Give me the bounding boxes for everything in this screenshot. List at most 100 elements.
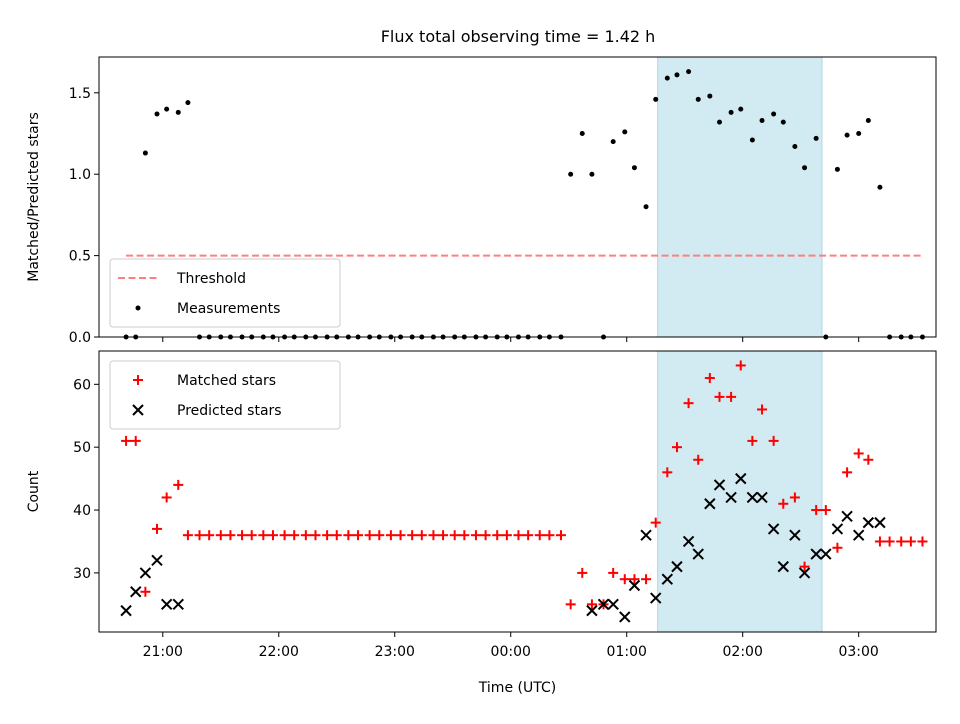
measurement-point <box>164 106 170 112</box>
matched-point <box>385 530 396 541</box>
predicted-point <box>862 516 875 529</box>
matched-point <box>905 536 916 547</box>
matched-point <box>662 467 673 478</box>
predicted-point-b <box>151 554 163 567</box>
measurement-point <box>175 109 181 115</box>
matched-point <box>428 530 439 541</box>
measurement-point <box>653 96 659 102</box>
matched-point <box>416 530 427 541</box>
predicted-point-b <box>852 529 865 541</box>
matched-point <box>555 530 566 541</box>
predicted-point <box>810 548 822 560</box>
measurement-point <box>674 72 680 78</box>
predicted-point-b <box>597 598 610 611</box>
predicted-point <box>586 604 598 617</box>
predicted-point <box>619 611 631 623</box>
matched-point <box>395 530 406 541</box>
matched-point <box>215 530 226 541</box>
predicted-point <box>725 491 737 504</box>
matched-point <box>459 530 470 541</box>
matched-point <box>757 404 768 415</box>
predicted-point-b <box>704 498 716 510</box>
matched-point <box>501 530 512 541</box>
predicted-point <box>874 516 886 529</box>
matched-point <box>619 574 630 585</box>
predicted-point <box>151 554 163 567</box>
matched-point <box>747 435 758 446</box>
measurement-point <box>695 96 701 102</box>
predicted-point-b <box>746 491 759 504</box>
matched-point <box>130 435 141 446</box>
measurement-point <box>686 69 692 75</box>
predicted-point-b <box>725 491 737 504</box>
measurement-point <box>728 109 734 115</box>
measurement-point <box>142 150 148 156</box>
matched-point <box>650 517 661 528</box>
measurement-point <box>856 131 862 137</box>
matched-point <box>874 536 885 547</box>
matched-point <box>853 448 864 459</box>
matched-point <box>544 530 555 541</box>
predicted-point <box>671 560 683 573</box>
y-tick-label: 1.0 <box>69 167 91 183</box>
x-tick-label: 00:00 <box>491 644 531 660</box>
predicted-point-b <box>130 586 142 598</box>
matched-point <box>289 530 300 541</box>
predicted-point-b <box>628 579 641 592</box>
legend-measurement-swatch <box>135 305 141 311</box>
matched-point <box>121 435 132 446</box>
matched-point <box>353 530 364 541</box>
legend-label: Threshold <box>176 271 246 287</box>
measurement-point <box>780 119 786 125</box>
matched-point <box>279 530 290 541</box>
predicted-point <box>120 604 132 617</box>
predicted-point <box>798 567 811 579</box>
matched-point <box>577 567 588 578</box>
predicted-point-b <box>777 560 789 573</box>
measurement-point <box>589 171 595 177</box>
predicted-point <box>852 529 865 541</box>
matched-point <box>586 599 597 610</box>
matched-point <box>470 530 481 541</box>
matched-point <box>832 542 843 553</box>
matched-point <box>310 530 321 541</box>
y-tick-label: 0.5 <box>69 249 91 265</box>
y-tick-label: 0.0 <box>69 330 91 346</box>
predicted-point <box>704 498 716 510</box>
measurement-point <box>579 131 585 137</box>
predicted-point <box>160 598 173 611</box>
matched-point <box>671 442 682 453</box>
matched-point <box>768 435 779 446</box>
matched-point <box>438 530 449 541</box>
y-tick-label: 30 <box>73 566 91 582</box>
measurement-point <box>154 111 160 117</box>
matched-point <box>513 530 524 541</box>
predicted-point <box>628 579 641 592</box>
matched-point <box>225 530 236 541</box>
matched-point <box>693 454 704 465</box>
matched-point <box>343 530 354 541</box>
predicted-point-b <box>789 529 801 541</box>
top-y-axis-label: Matched/Predicted stars <box>26 112 42 282</box>
predicted-point-b <box>820 548 832 560</box>
predicted-point-b <box>682 535 695 548</box>
predicted-point-b <box>798 567 811 579</box>
measurement-point <box>707 93 713 99</box>
y-tick-label: 40 <box>73 503 91 519</box>
matched-point <box>641 574 652 585</box>
predicted-point <box>130 586 142 598</box>
matched-point <box>917 536 928 547</box>
matched-point <box>173 479 184 490</box>
matched-point <box>811 505 822 516</box>
predicted-point <box>777 560 789 573</box>
x-tick-label: 01:00 <box>607 644 647 660</box>
predicted-point <box>820 548 832 560</box>
predicted-point <box>756 491 768 504</box>
x-tick-label: 21:00 <box>143 644 183 660</box>
measurement-point <box>802 165 808 171</box>
matched-point <box>683 398 694 409</box>
matched-point <box>449 530 460 541</box>
matched-point <box>194 530 205 541</box>
predicted-point <box>650 592 662 604</box>
measurement-point <box>771 111 777 117</box>
